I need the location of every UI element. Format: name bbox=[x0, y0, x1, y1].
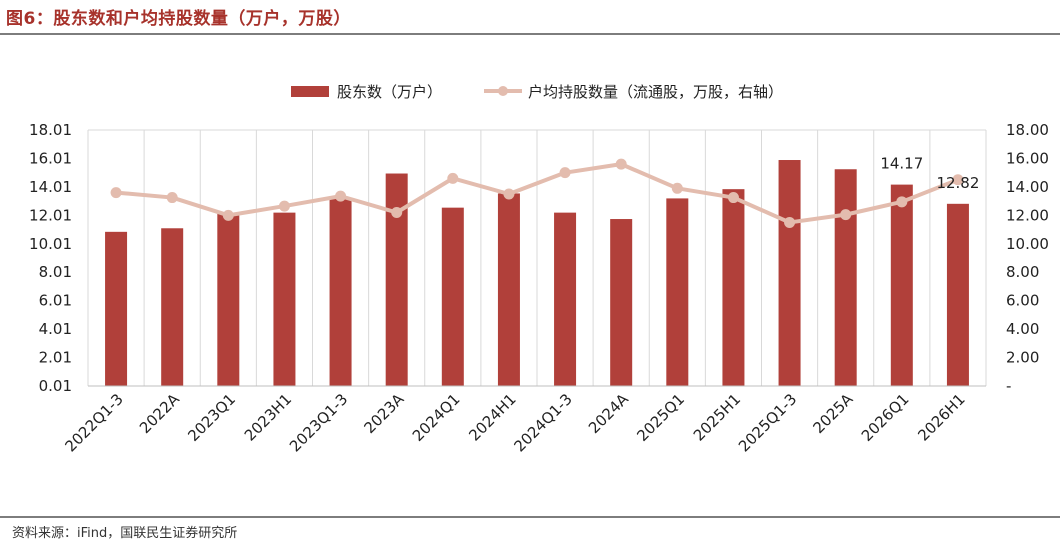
figure-title: 图6：股东数和户均持股数量（万户，万股） bbox=[6, 9, 351, 29]
line-point-2023Q1-3 bbox=[335, 190, 347, 202]
right-axis-tick: 18.00 bbox=[1006, 121, 1049, 139]
grid-lines bbox=[87, 129, 987, 386]
x-axis-tick: 2026Q1 bbox=[858, 390, 913, 445]
right-axis-tick: 6.00 bbox=[1006, 292, 1039, 310]
legend-bar-swatch bbox=[291, 86, 329, 97]
line-point-2023A bbox=[391, 206, 403, 218]
source-note: 资料来源：iFind，国联民生证券研究所 bbox=[12, 526, 238, 541]
data-label-2026Q1: 14.17 bbox=[880, 155, 923, 173]
bar-2025A bbox=[834, 169, 857, 386]
left-axis-tick: 4.01 bbox=[39, 320, 72, 338]
left-axis-tick: 2.01 bbox=[39, 349, 72, 367]
line-point-2022A bbox=[166, 192, 178, 204]
bar-2026H1 bbox=[946, 203, 969, 386]
bar-series bbox=[105, 160, 969, 386]
bar-2024Q1 bbox=[441, 207, 464, 386]
x-axis-tick: 2022A bbox=[136, 390, 183, 437]
title-divider bbox=[0, 33, 1060, 35]
x-axis-tick: 2024A bbox=[585, 390, 632, 437]
x-axis-tick: 2025A bbox=[810, 390, 857, 437]
line-point-2025A bbox=[840, 209, 852, 221]
right-axis-tick: 12.00 bbox=[1006, 206, 1049, 224]
legend-line-marker bbox=[498, 86, 508, 96]
x-axis-tick: 2023Q1-3 bbox=[286, 390, 351, 455]
x-axis-tick: 2026H1 bbox=[914, 390, 968, 444]
bar-2026Q1 bbox=[890, 184, 913, 386]
line-point-2025Q1 bbox=[671, 182, 683, 194]
left-axis-tick: 8.01 bbox=[39, 263, 72, 281]
legend-line-label: 户均持股数量（流通股，万股，右轴） bbox=[528, 83, 783, 101]
bar-2025H1 bbox=[722, 189, 745, 386]
right-axis-tick: 4.00 bbox=[1006, 320, 1039, 338]
x-axis-tick: 2023A bbox=[361, 390, 408, 437]
left-axis-tick: 16.01 bbox=[29, 149, 72, 167]
footer-divider bbox=[0, 516, 1060, 518]
x-axis-tick: 2025Q1-3 bbox=[735, 390, 800, 455]
legend: 股东数（万户） 户均持股数量（流通股，万股，右轴） bbox=[291, 83, 783, 101]
line-point-2025Q1-3 bbox=[784, 216, 796, 228]
x-axis-tick: 2023Q1 bbox=[184, 390, 239, 445]
x-axis-tick: 2024Q1-3 bbox=[510, 390, 575, 455]
line-point-2025H1 bbox=[727, 192, 739, 204]
data-labels: 14.17 12.82 bbox=[880, 155, 979, 192]
left-axis-tick: 0.01 bbox=[39, 377, 72, 395]
x-axis-tick: 2024Q1 bbox=[409, 390, 464, 445]
line-point-2024A bbox=[615, 158, 627, 170]
right-axis-tick: 16.00 bbox=[1006, 149, 1049, 167]
x-axis-tick: 2024H1 bbox=[465, 390, 519, 444]
combo-chart: 股东数（万户） 户均持股数量（流通股，万股，右轴） 0.01 2.01 4.01 6.… bbox=[29, 83, 1049, 455]
x-axis-tick: 2025Q1 bbox=[633, 390, 688, 445]
line-point-2023Q1 bbox=[222, 209, 234, 221]
bar-2023A bbox=[385, 173, 408, 386]
bar-2025Q1-3 bbox=[778, 160, 801, 386]
bar-2022A bbox=[161, 228, 184, 386]
x-axis-tick: 2022Q1-3 bbox=[61, 390, 126, 455]
line-point-2026Q1 bbox=[896, 196, 908, 208]
legend-bar-label: 股东数（万户） bbox=[337, 83, 442, 101]
line-point-2024H1 bbox=[503, 188, 515, 200]
right-axis-tick: 8.00 bbox=[1006, 263, 1039, 281]
line-path bbox=[115, 162, 959, 225]
left-axis-tick: 6.01 bbox=[39, 292, 72, 310]
bar-2024Q1-3 bbox=[554, 212, 577, 386]
bar-2024H1 bbox=[497, 193, 520, 386]
left-axis-tick: 18.01 bbox=[29, 121, 72, 139]
left-axis-tick: 12.01 bbox=[29, 206, 72, 224]
right-axis-tick: 10.00 bbox=[1006, 235, 1049, 253]
line-point-2026H1 bbox=[952, 174, 964, 186]
line-point-2022Q1-3 bbox=[110, 187, 122, 199]
left-axis-tick: 10.01 bbox=[29, 235, 72, 253]
line-series bbox=[110, 158, 964, 228]
bar-2025Q1 bbox=[666, 198, 689, 386]
line-point-2024Q1-3 bbox=[559, 167, 571, 179]
line-point-2023H1 bbox=[278, 200, 290, 212]
bar-2024A bbox=[610, 219, 633, 386]
bar-2023H1 bbox=[273, 212, 296, 386]
x-axis-tick: 2023H1 bbox=[241, 390, 295, 444]
left-axis-tick: 14.01 bbox=[29, 178, 72, 196]
line-point-2024Q1 bbox=[447, 172, 459, 184]
bar-2023Q1-3 bbox=[329, 197, 352, 386]
x-axis-tick: 2025H1 bbox=[690, 390, 744, 444]
right-axis-tick: 14.00 bbox=[1006, 178, 1049, 196]
bar-2023Q1 bbox=[217, 212, 240, 386]
bar-2022Q1-3 bbox=[105, 231, 128, 386]
right-axis-tick: - bbox=[1006, 377, 1011, 395]
right-axis-tick: 2.00 bbox=[1006, 349, 1039, 367]
data-label-2026H1: 12.82 bbox=[936, 174, 979, 192]
